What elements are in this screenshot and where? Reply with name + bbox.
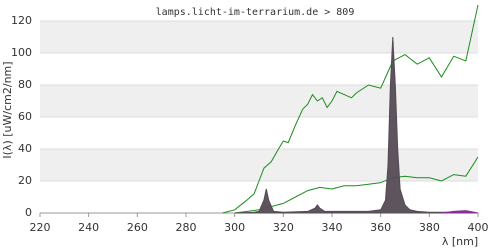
x-tick-label: 380	[419, 221, 440, 234]
y-tick-label: 60	[18, 110, 32, 123]
y-tick-label: 40	[18, 142, 32, 155]
spectrum-area	[234, 36, 479, 214]
x-tick-label: 400	[468, 221, 489, 234]
y-tick-label: 120	[11, 14, 32, 27]
y-tick-label: 100	[11, 46, 32, 59]
x-tick-label: 340	[322, 221, 343, 234]
line	[234, 156, 479, 214]
grid-band	[40, 149, 478, 181]
chart-title: lamps.licht-im-terrarium.de > 809	[156, 7, 355, 18]
x-axis-label: λ [nm]	[442, 235, 478, 248]
x-tick-label: 300	[224, 221, 245, 234]
x-tick-label: 220	[30, 221, 51, 234]
y-axis-label: I(λ) [uW/cm2/nm]	[1, 61, 14, 158]
grid-band	[40, 85, 478, 117]
x-tick-label: 320	[273, 221, 294, 234]
x-tick-label: 240	[78, 221, 99, 234]
y-tick-label: 0	[25, 206, 32, 219]
grid-band	[40, 21, 478, 53]
y-tick-label: 80	[18, 78, 32, 91]
x-tick-label: 360	[370, 221, 391, 234]
line	[222, 4, 479, 214]
x-tick-label: 280	[176, 221, 197, 234]
y-tick-label: 20	[18, 174, 32, 187]
spectrum-area	[441, 210, 479, 214]
x-tick-label: 260	[127, 221, 148, 234]
